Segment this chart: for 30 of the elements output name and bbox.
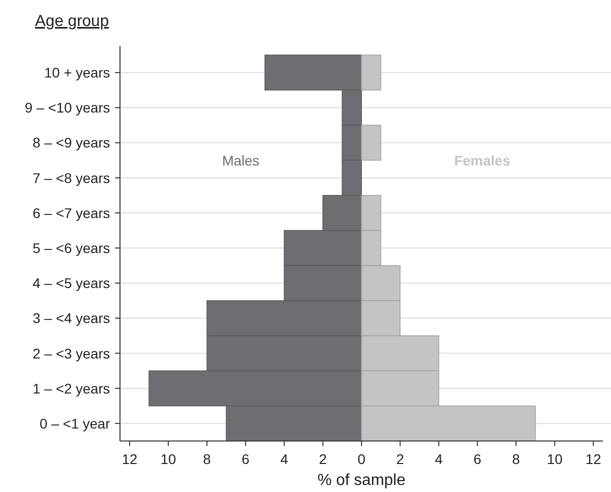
x-tick-label: 4 xyxy=(434,451,443,467)
y-tick-label: 7 – <8 years xyxy=(32,170,110,186)
x-tick-label: 10 xyxy=(546,451,563,467)
y-tick-label: 5 – <6 years xyxy=(32,240,110,256)
y-axis-title: Age group xyxy=(35,13,109,30)
text: Females xyxy=(454,152,510,168)
x-axis-title: % of sample xyxy=(317,472,406,489)
y-tick-label: 6 – <7 years xyxy=(32,204,110,221)
x-tick-label: 0 xyxy=(358,451,366,467)
y-tick-label: 1 – <2 years xyxy=(32,380,110,396)
x-tick-label: 6 xyxy=(242,451,250,467)
x-tick-label: 6 xyxy=(474,451,482,467)
y-tick-label: 0 – <1 year xyxy=(40,415,110,432)
y-tick-label: 3 – <4 years xyxy=(32,310,110,326)
x-tick-label: 8 xyxy=(512,451,520,467)
y-tick-label: 10 + years xyxy=(44,64,110,81)
bar xyxy=(361,124,382,161)
y-tick-label: 2 – <3 years xyxy=(32,345,110,362)
x-tick-label: 4 xyxy=(280,451,288,467)
y-tick-label: 8 – <9 years xyxy=(32,134,110,151)
x-tick-label: 10 xyxy=(160,451,176,467)
y-tick-label: 4 – <5 years xyxy=(32,275,110,292)
text: Males xyxy=(222,152,260,168)
bar xyxy=(361,54,382,90)
x-tick-label: 12 xyxy=(586,451,602,467)
x-tick-label: 2 xyxy=(318,451,327,467)
x-tick-label: 8 xyxy=(203,451,212,467)
y-tick-label: 9 – <10 years xyxy=(24,100,110,116)
x-tick-label: 2 xyxy=(396,451,404,467)
x-tick-label: 12 xyxy=(122,451,138,467)
